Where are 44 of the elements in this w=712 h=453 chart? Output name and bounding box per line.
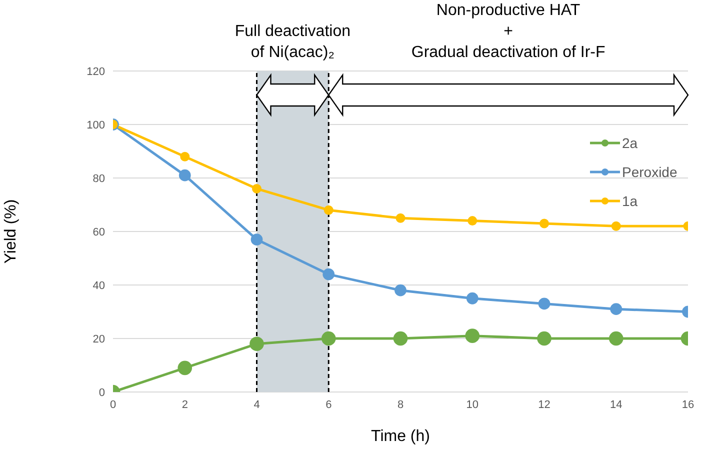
y-axis-title: Yield (%) <box>2 199 20 264</box>
x-tick-label: 4 <box>254 398 260 411</box>
x-tick-label: 14 <box>610 398 622 411</box>
x-tick-label: 10 <box>466 398 478 411</box>
x-tick-label: 6 <box>326 398 332 411</box>
point <box>611 221 621 231</box>
x-axis-title: Time (h) <box>371 428 430 445</box>
text: Non-productive HAT + Gradual deactivation of Ir-F <box>411 2 606 61</box>
point <box>252 184 262 194</box>
point <box>178 360 192 376</box>
point <box>608 331 624 346</box>
x-tick-label: 12 <box>538 398 550 411</box>
point <box>250 234 263 246</box>
y-tick-label: 60 <box>92 226 105 238</box>
point <box>538 298 550 310</box>
legend-label: 2a <box>622 134 638 150</box>
y-tick-label: 20 <box>92 333 105 346</box>
y-tick-label: 120 <box>86 66 105 78</box>
point <box>396 213 406 223</box>
y-tick-label: 100 <box>86 119 105 132</box>
x-tick-label: 16 <box>682 398 694 411</box>
point <box>394 284 406 296</box>
point <box>610 303 622 316</box>
point <box>178 169 191 182</box>
point <box>465 328 480 343</box>
y-tick-label: 0 <box>98 386 105 399</box>
legend-label: 1a <box>622 192 638 208</box>
legend-label: Peroxide <box>622 164 678 180</box>
point <box>537 331 552 346</box>
point <box>540 218 549 228</box>
point <box>321 331 336 346</box>
x-tick-label: 8 <box>397 398 404 411</box>
point <box>180 152 190 162</box>
point <box>466 292 478 304</box>
point <box>322 268 335 280</box>
x-tick-label: 0 <box>110 398 116 411</box>
y-tick-label: 80 <box>92 172 105 185</box>
band-label: Full deactivation of Ni(acac)₂ <box>234 23 350 61</box>
point <box>250 336 264 351</box>
x-tick-label: 2 <box>182 398 188 411</box>
point <box>393 331 408 346</box>
point <box>324 205 334 215</box>
y-tick-label: 40 <box>92 280 105 292</box>
point <box>468 216 478 226</box>
